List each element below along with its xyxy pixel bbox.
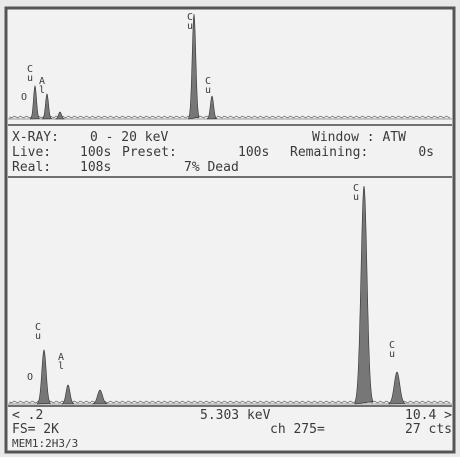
peak — [92, 389, 108, 405]
memory: MEM1:2H3/3 — [12, 437, 78, 450]
peak — [42, 93, 53, 120]
footer: < .2 5.303 keV 10.4 > FS= 2K ch 275= 27 … — [12, 408, 452, 450]
peak — [30, 84, 41, 120]
peak — [37, 349, 51, 405]
status-panel: X-RAY: 0 - 20 keV Window : ATW Live: 100… — [12, 130, 434, 175]
bottom-spectrum: O Cu Al Cu Cu — [8, 183, 452, 405]
peak-label: Al — [56, 352, 67, 370]
xray-label: X-RAY: — [12, 130, 59, 145]
real-label: Real: — [12, 160, 51, 175]
remaining-label: Remaining: — [290, 145, 368, 160]
peak — [188, 14, 200, 120]
peak — [206, 95, 218, 120]
peak-label: Cu — [33, 322, 44, 340]
peak-label: Cu — [185, 12, 196, 30]
left-limit: < .2 — [12, 408, 43, 423]
background-counts — [9, 115, 451, 119]
peak — [388, 371, 407, 405]
full-scale: FS= 2K — [12, 422, 59, 437]
peak — [55, 111, 65, 120]
live-label: Live: — [12, 145, 51, 160]
peak-label: Al — [37, 76, 48, 94]
peak-label: Cu — [351, 183, 362, 201]
real-value: 108s — [80, 160, 111, 175]
remaining-value: 0s — [418, 145, 434, 160]
peak-label: Cu — [203, 76, 214, 94]
peak — [61, 384, 75, 405]
peak-label: Cu — [25, 64, 36, 82]
background-counts — [9, 400, 451, 404]
channel: ch 275= — [270, 422, 325, 437]
screen-frame — [4, 6, 456, 454]
peak-label: O — [25, 372, 36, 381]
counts: 27 cts — [405, 422, 452, 437]
dead-time: 7% Dead — [184, 160, 239, 175]
xray-range: 0 - 20 keV — [90, 130, 168, 145]
window: Window : ATW — [312, 130, 406, 145]
preset-value: 100s — [238, 145, 269, 160]
cursor-energy: 5.303 keV — [200, 408, 271, 423]
peak-label: Cu — [387, 340, 398, 358]
live-value: 100s — [80, 145, 111, 160]
right-limit: 10.4 > — [405, 408, 452, 423]
preset-label: Preset: — [122, 145, 177, 160]
peak — [354, 185, 374, 405]
peak-label: O — [19, 92, 30, 101]
